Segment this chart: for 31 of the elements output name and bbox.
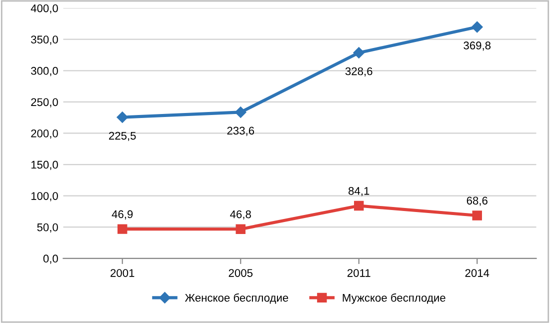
y-tick-label: 250,0 (31, 98, 58, 108)
point (472, 210, 482, 220)
data-label: 46,8 (230, 210, 251, 220)
legend-label: Мужское бесплодие (342, 293, 446, 304)
y-tick-label: 200,0 (31, 130, 58, 139)
data-label: 68,6 (466, 196, 488, 206)
data-label: 225,5 (109, 132, 136, 142)
y-tick-label: 50,0 (37, 223, 58, 233)
x-tick-label: 2001 (110, 269, 134, 277)
y-tick-label: 100,0 (31, 192, 58, 202)
x-tick-label: 2011 (347, 269, 370, 277)
point (472, 21, 483, 33)
data-label: 328,6 (345, 67, 372, 76)
point (116, 112, 128, 123)
y-tick-label: 300,0 (31, 66, 58, 76)
x-tick-label: 2005 (228, 269, 253, 277)
point (236, 224, 246, 234)
data-label: 84,1 (348, 186, 370, 196)
y-tick-label: 350,0 (31, 36, 58, 45)
point (353, 47, 364, 58)
point (235, 106, 246, 118)
data-label: 369,8 (464, 42, 491, 51)
y-tick-label: 0,0 (43, 254, 58, 264)
y-tick-label: 400,0 (30, 4, 58, 14)
legend-label: Женское бесплодие (184, 293, 288, 304)
y-tick-label: 150,0 (31, 160, 58, 170)
point (354, 200, 364, 211)
data-label: 46,9 (112, 210, 133, 220)
x-tick-label: 2014 (465, 269, 490, 277)
data-label: 233,6 (227, 126, 254, 136)
point (118, 224, 128, 234)
